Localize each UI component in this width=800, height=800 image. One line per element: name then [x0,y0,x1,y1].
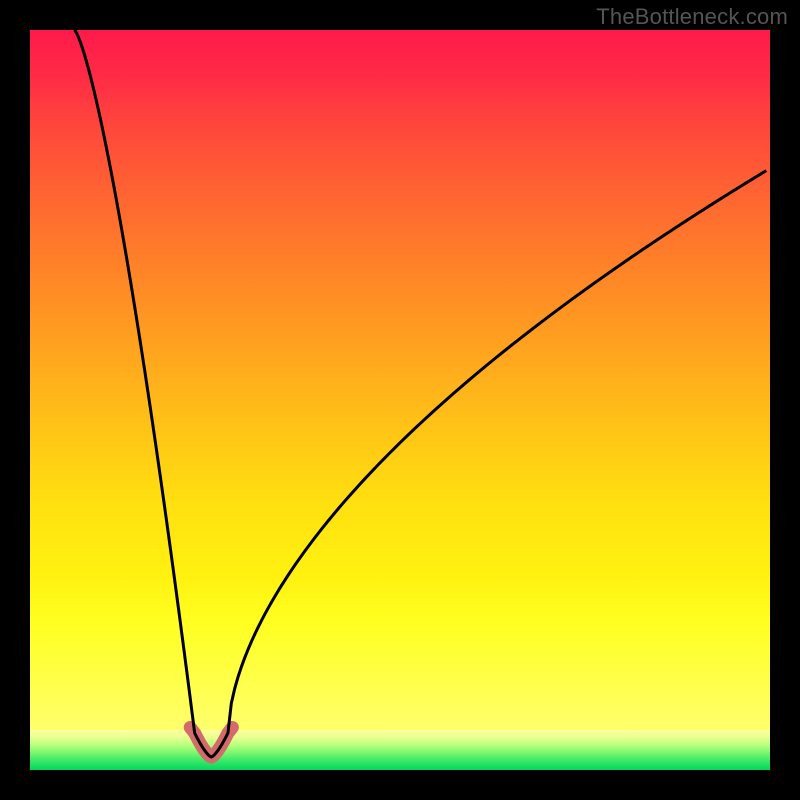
bottleneck-curve [74,30,766,757]
dip-highlight [190,727,232,757]
chart-canvas: TheBottleneck.com [0,0,800,800]
plot-area [30,30,770,770]
curve-layer [30,30,770,770]
watermark-text: TheBottleneck.com [596,4,788,30]
